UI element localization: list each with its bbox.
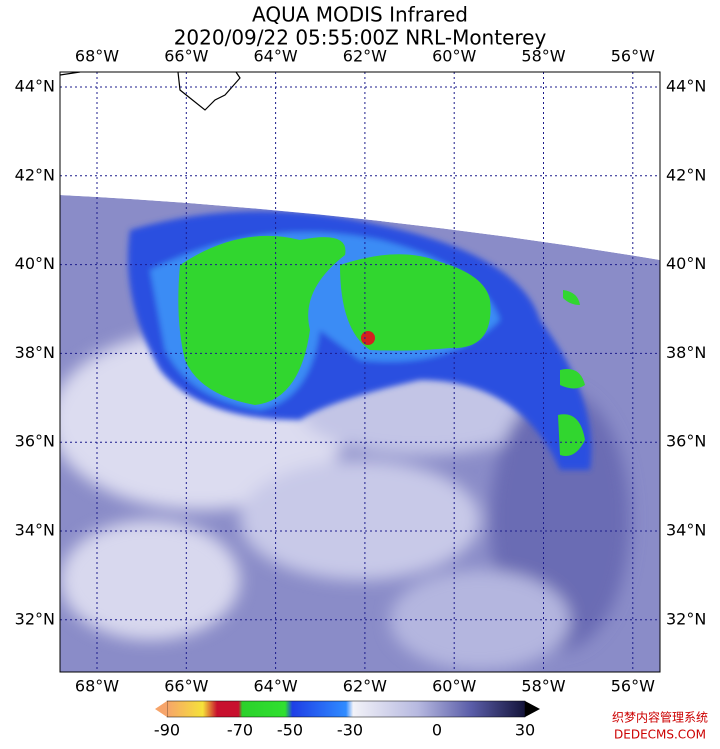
latitude-label: 44°N: [666, 77, 706, 96]
latitude-label: 34°N: [15, 521, 55, 540]
longitude-label: 68°W: [75, 677, 119, 696]
longitude-label: 64°W: [254, 677, 298, 696]
longitude-label: 64°W: [254, 47, 298, 66]
longitude-label: 66°W: [164, 47, 208, 66]
latitude-label: 42°N: [666, 165, 706, 184]
colorbar-tick-label: 30: [515, 721, 535, 740]
latitude-label: 42°N: [15, 165, 55, 184]
subtitle: 2020/09/22 05:55:00Z NRL-Monterey: [174, 26, 547, 50]
longitude-label: 60°W: [432, 47, 476, 66]
longitude-label: 62°W: [343, 677, 387, 696]
latitude-label: 36°N: [666, 432, 706, 451]
colorbar-tick-label: -50: [277, 721, 303, 740]
colorbar-arrow-high: [525, 701, 540, 717]
longitude-label: 68°W: [75, 47, 119, 66]
latitude-label: 32°N: [666, 609, 706, 628]
watermark: DEDECMS.COM: [614, 728, 706, 742]
longitude-label: 66°W: [164, 677, 208, 696]
map-frame: [59, 71, 661, 673]
longitude-label: 56°W: [611, 677, 655, 696]
longitude-label: 58°W: [521, 677, 565, 696]
colorbar-tick-label: -90: [154, 721, 180, 740]
satellite-image: [60, 72, 660, 672]
colorbar-arrow-low: [155, 701, 167, 717]
colorbar-tick-label: 0: [432, 721, 442, 740]
longitude-label: 58°W: [521, 47, 565, 66]
graticule: [60, 72, 660, 672]
latitude-label: 34°N: [666, 521, 706, 540]
latitude-label: 40°N: [15, 254, 55, 273]
colorbar-tick-label: -70: [227, 721, 253, 740]
latitude-label: 40°N: [666, 254, 706, 273]
colorbar: [166, 700, 526, 718]
latitude-label: 36°N: [15, 432, 55, 451]
longitude-label: 60°W: [432, 677, 476, 696]
longitude-label: 62°W: [343, 47, 387, 66]
watermark: 织梦内容管理系统: [612, 710, 708, 725]
latitude-label: 44°N: [15, 77, 55, 96]
latitude-label: 32°N: [15, 609, 55, 628]
longitude-label: 56°W: [611, 47, 655, 66]
latitude-label: 38°N: [15, 343, 55, 362]
colorbar-tick-label: -30: [337, 721, 363, 740]
latitude-label: 38°N: [666, 343, 706, 362]
title: AQUA MODIS Infrared: [252, 3, 468, 27]
